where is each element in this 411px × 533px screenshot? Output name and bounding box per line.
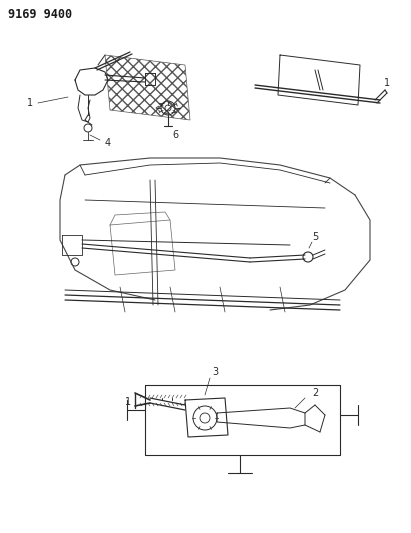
Text: 6: 6: [172, 130, 178, 140]
Text: 1: 1: [384, 78, 390, 88]
Text: 2: 2: [312, 388, 318, 398]
Text: 1: 1: [125, 397, 131, 407]
Text: 1: 1: [27, 98, 33, 108]
Text: 4: 4: [105, 138, 111, 148]
Text: 9169 9400: 9169 9400: [8, 8, 72, 21]
Text: 5: 5: [312, 232, 318, 242]
Text: 3: 3: [212, 367, 218, 377]
